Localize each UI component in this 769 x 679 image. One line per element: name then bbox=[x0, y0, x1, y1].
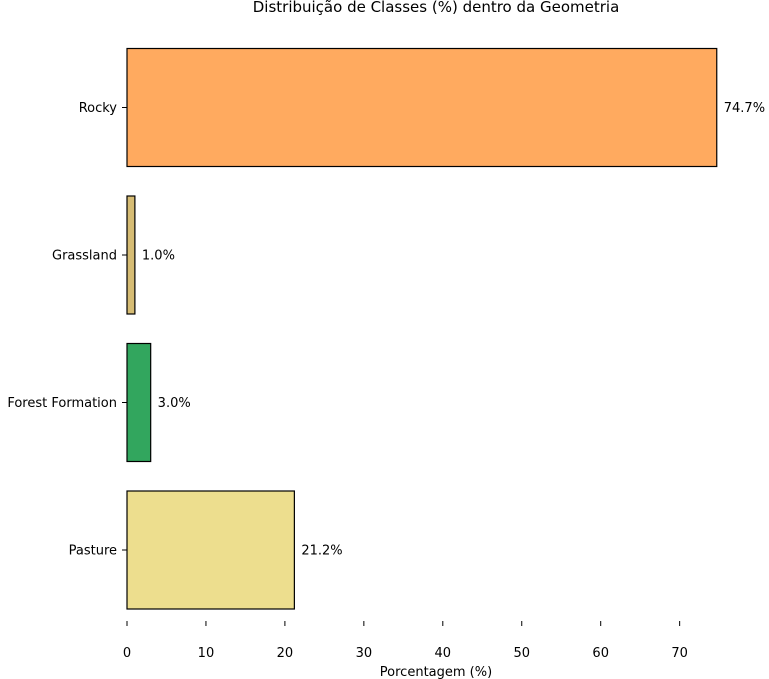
bar-rocky bbox=[126, 47, 718, 168]
y-tick-label: Rocky bbox=[79, 101, 118, 116]
y-tick-label: Grassland bbox=[52, 249, 117, 264]
x-axis-label: Porcentagem (%) bbox=[380, 665, 492, 679]
x-tick-label: 30 bbox=[356, 646, 373, 661]
data-label: 74.7% bbox=[724, 101, 765, 116]
chart-title: Distribuição de Classes (%) dentro da Ge… bbox=[253, 0, 620, 16]
x-tick-label: 60 bbox=[592, 646, 609, 661]
x-tick-label: 50 bbox=[513, 646, 530, 661]
x-axis: 0 10 20 30 40 50 60 70 bbox=[123, 621, 688, 661]
x-tick-label: 20 bbox=[277, 646, 294, 661]
y-axis: Rocky Grassland Forest Formation Pasture bbox=[7, 101, 127, 559]
data-label: 3.0% bbox=[158, 396, 191, 411]
data-label: 1.0% bbox=[142, 249, 175, 264]
x-tick-label: 70 bbox=[671, 646, 688, 661]
x-tick-label: 10 bbox=[198, 646, 215, 661]
x-tick-label: 0 bbox=[123, 646, 131, 661]
y-tick-label: Forest Formation bbox=[7, 396, 117, 411]
bars-layer: 74.7% 1.0% 3.0% 21.2% bbox=[126, 47, 765, 610]
data-label: 21.2% bbox=[301, 544, 342, 559]
bar-grassland bbox=[126, 195, 136, 315]
bar-forest-formation bbox=[126, 342, 152, 463]
x-tick-label: 40 bbox=[435, 646, 452, 661]
y-tick-label: Pasture bbox=[69, 544, 117, 559]
bar-pasture bbox=[126, 490, 295, 610]
